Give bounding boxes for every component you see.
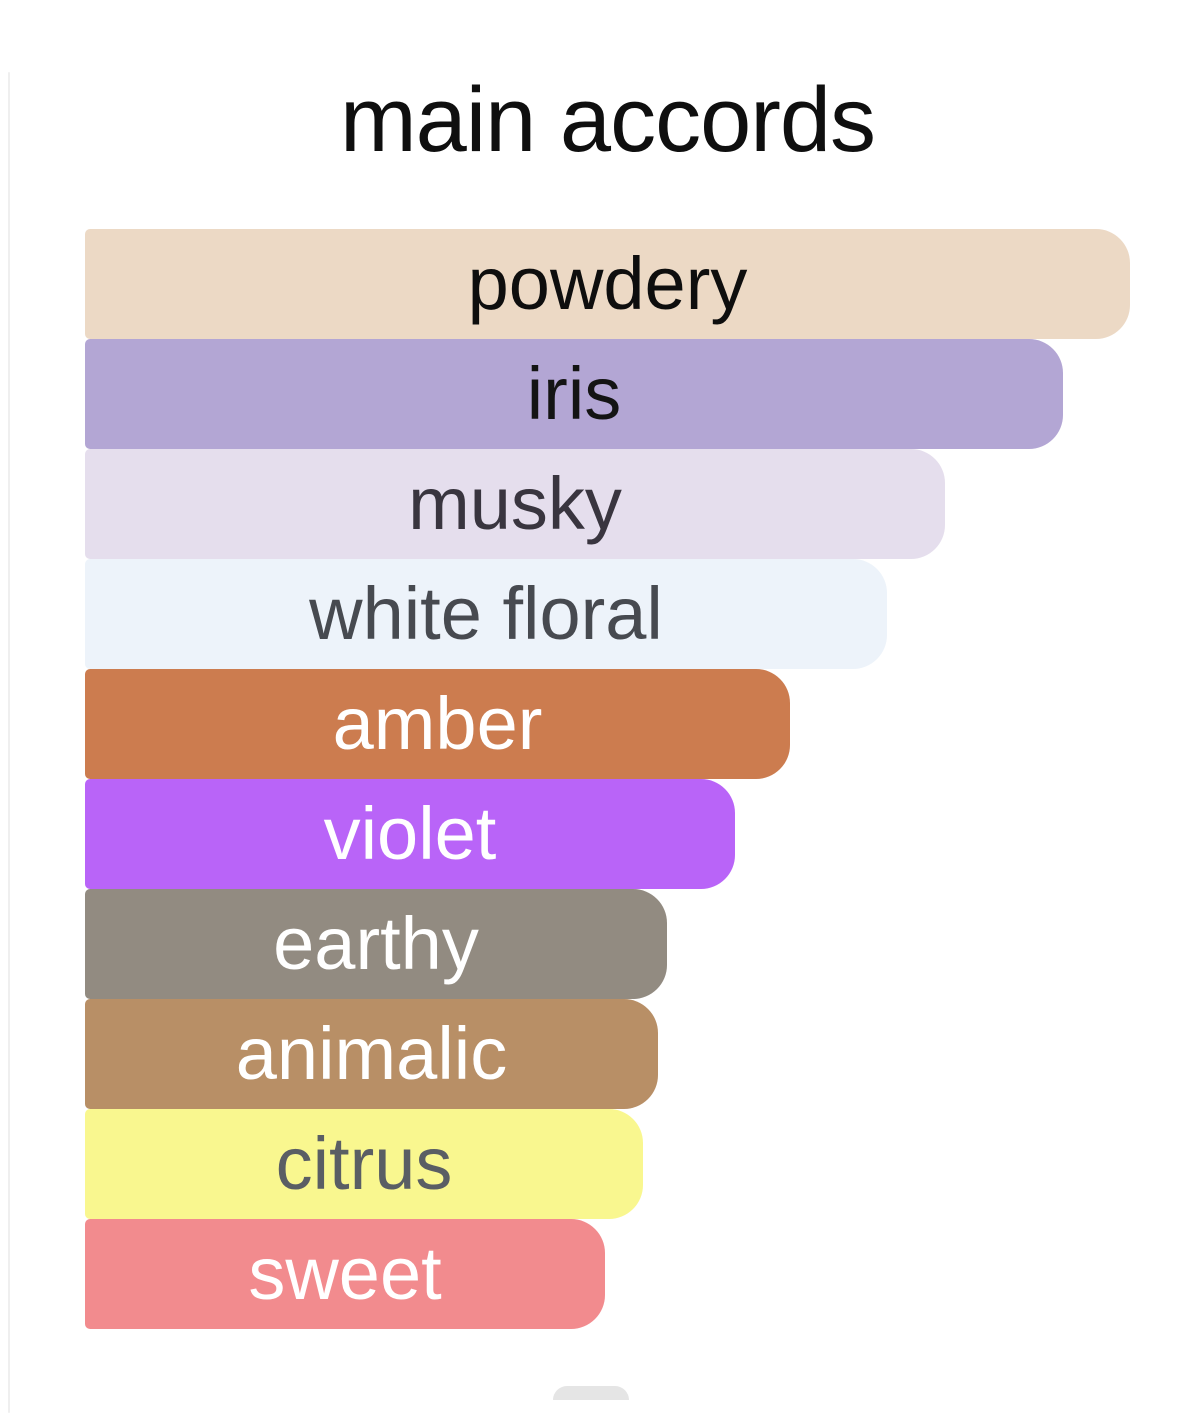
accord-label: violet	[323, 792, 497, 875]
accord-bar-violet: violet	[85, 779, 735, 889]
chart-title: main accords	[339, 69, 876, 171]
accord-label: citrus	[275, 1122, 453, 1205]
accord-bar-white-floral: white floral	[85, 559, 887, 669]
accord-label: white floral	[309, 572, 663, 655]
accord-bar-earthy: earthy	[85, 889, 667, 999]
accord-bar-musky: musky	[85, 449, 945, 559]
accord-label: iris	[526, 352, 622, 435]
accord-bar-animalic: animalic	[85, 999, 658, 1109]
accord-label: sweet	[248, 1232, 442, 1315]
accord-bar-iris: iris	[85, 339, 1063, 449]
accord-bar-powdery: powdery	[85, 229, 1130, 339]
accord-bar-citrus: citrus	[85, 1109, 643, 1219]
accord-label: animalic	[235, 1012, 508, 1095]
bottom-peek-element	[553, 1386, 629, 1400]
accord-label: musky	[408, 462, 622, 545]
accord-label: amber	[332, 682, 543, 765]
card-left-border	[8, 72, 10, 1413]
accord-label: earthy	[273, 902, 479, 985]
main-accords-chart: powdery iris musky white floral amber violet e…	[85, 229, 1130, 1329]
accord-label: powdery	[467, 242, 748, 325]
accord-bar-amber: amber	[85, 669, 790, 779]
accord-bar-sweet: sweet	[85, 1219, 605, 1329]
